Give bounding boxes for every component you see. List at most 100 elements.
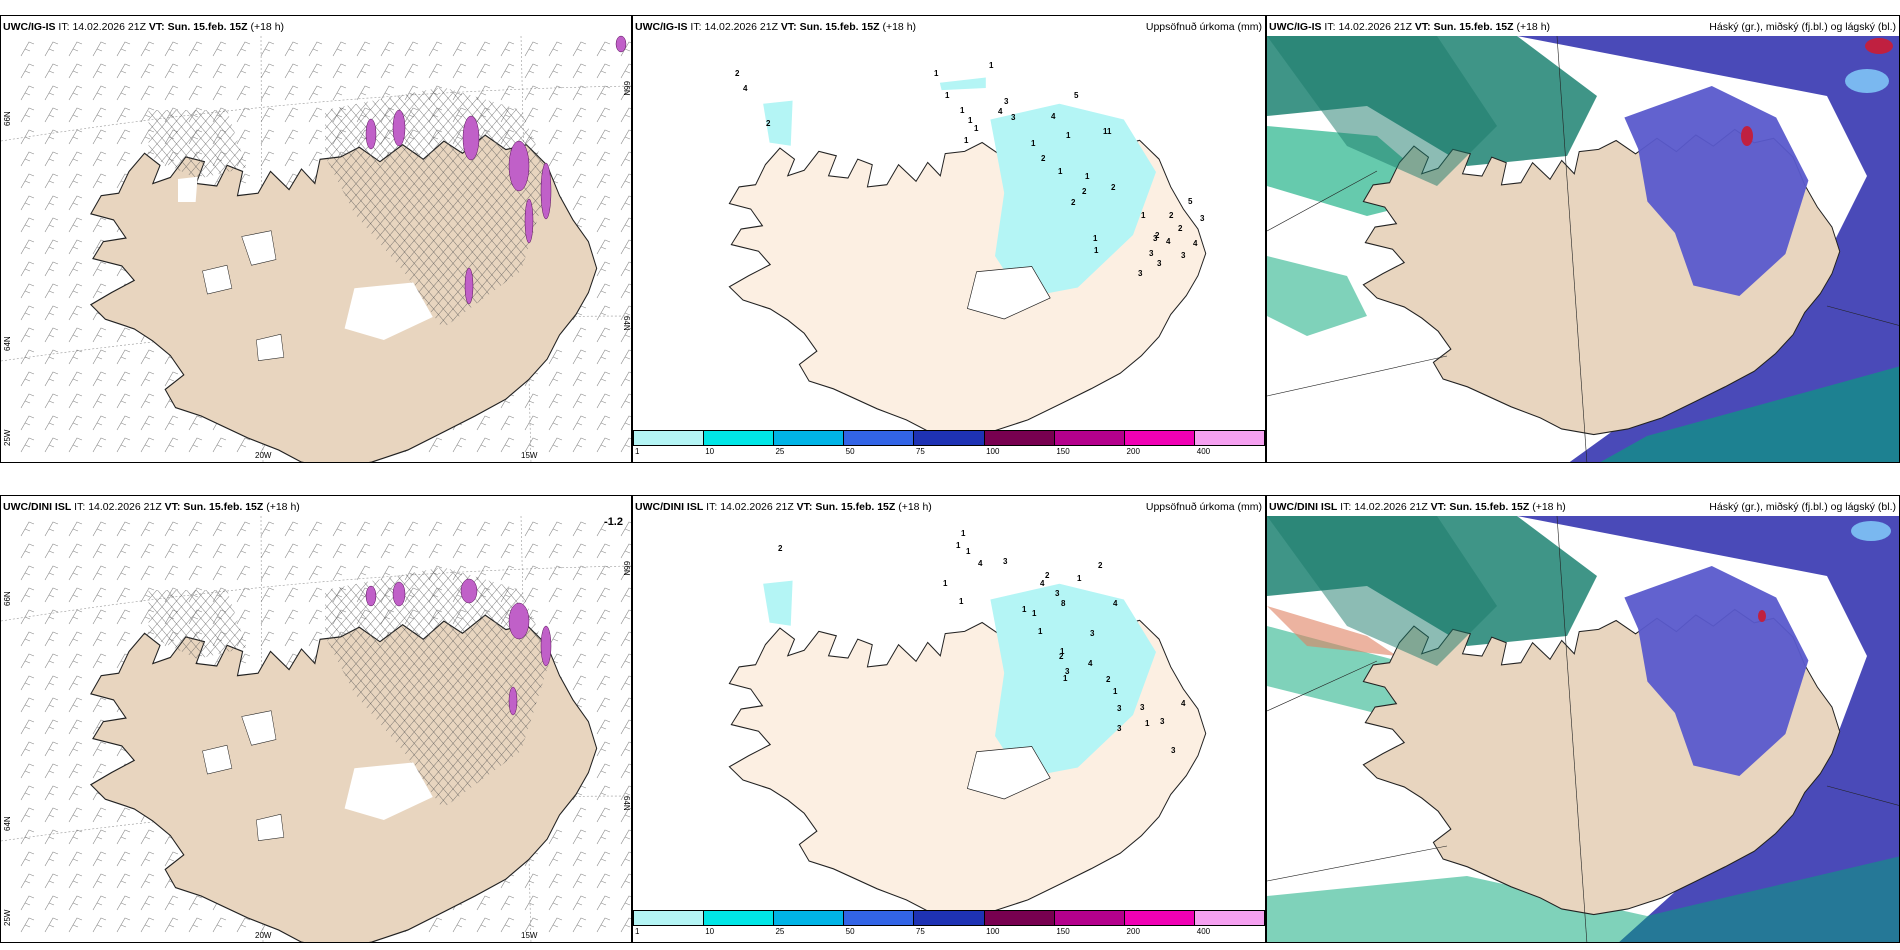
wind-barb [572, 195, 587, 211]
wind-barb [332, 41, 347, 57]
wind-barb [548, 587, 563, 603]
wind-barb [620, 741, 631, 757]
precip-value: 3 [1004, 97, 1009, 106]
wind-barb [572, 895, 587, 911]
wind-barb [116, 521, 131, 537]
legend-tick-label: 100 [986, 927, 1000, 936]
wind-barb [68, 41, 83, 57]
wind-barb [68, 851, 83, 867]
lon-label-15w: 15W [521, 931, 538, 940]
wind-barb [20, 895, 35, 911]
precip-value: 2 [1169, 211, 1174, 220]
wind-barb [260, 631, 275, 647]
wind-barb [596, 217, 611, 233]
wind-barb [620, 543, 631, 559]
wind-barb [44, 609, 59, 625]
wind-barb [308, 129, 323, 145]
wind-barb [380, 521, 395, 537]
wind-barb [620, 239, 631, 255]
wind-barb [20, 609, 35, 625]
it-label: IT: [706, 501, 718, 513]
wind-barb [68, 873, 83, 889]
wind-barb [572, 371, 587, 387]
legend-tick-label: 50 [845, 447, 855, 456]
lat-label-64n-left: 64N [3, 336, 12, 351]
wind-barb [284, 85, 299, 101]
wind-barb [212, 917, 227, 933]
wind-barb [140, 895, 155, 911]
wind-barb [452, 521, 467, 537]
precip-value: 1 [1141, 211, 1146, 220]
wind-barb [500, 521, 515, 537]
cloud-map-svg [1267, 496, 1899, 942]
wind-barb [620, 697, 631, 713]
legend-tick-label: 200 [1126, 927, 1140, 936]
precip-legend: 1 10 25 50 75 100 150 200 400 [633, 910, 1265, 938]
wind-barb [548, 437, 563, 453]
wind-barb [20, 415, 35, 431]
wind-barb [92, 371, 107, 387]
wind-barb [572, 521, 587, 537]
precip-value: 11 [1103, 127, 1112, 136]
wind-barb [428, 917, 443, 933]
legend-tick-label: 75 [915, 447, 925, 456]
wind-barb [44, 41, 59, 57]
wind-barb [236, 437, 251, 453]
wind-barb [596, 873, 611, 889]
wind-barb [20, 873, 35, 889]
wind-barb [236, 85, 251, 101]
wind-barb [572, 873, 587, 889]
wind-barb [92, 151, 107, 167]
wind-barb [44, 785, 59, 801]
wind-barb [548, 851, 563, 867]
lat-label-64n-right: 64N [622, 316, 631, 331]
wind-barb [500, 63, 515, 79]
wind-barb [332, 85, 347, 101]
precip-value: 2 [1071, 198, 1076, 207]
lead-time: (+18 h) [250, 21, 285, 33]
precip-value: 1 [1145, 719, 1150, 728]
precip-value: 8 [1061, 599, 1066, 608]
wind-barb [68, 261, 83, 277]
wind-barb [44, 653, 59, 669]
wind-barb [188, 41, 203, 57]
panel-header: UWC/DINI ISL IT: 14.02.2026 21Z VT: Sun.… [635, 501, 932, 513]
wind-barb [572, 129, 587, 145]
wind-barb [140, 85, 155, 101]
wind-barb [260, 85, 275, 101]
wind-map-svg [1, 496, 631, 942]
wind-barb [44, 543, 59, 559]
precip-value: 4 [998, 107, 1003, 116]
wind-barb [596, 763, 611, 779]
wind-barb [140, 437, 155, 453]
wind-barb [548, 63, 563, 79]
wind-barb [260, 609, 275, 625]
wind-barb [620, 217, 631, 233]
wind-barb [116, 587, 131, 603]
wind-barb [164, 851, 179, 867]
wind-barb [260, 587, 275, 603]
precip-value: 3 [1011, 113, 1016, 122]
wind-barb [44, 63, 59, 79]
wind-barb [548, 631, 563, 647]
wind-barb [308, 609, 323, 625]
wind-barb [596, 895, 611, 911]
wind-barb [596, 327, 611, 343]
wind-barb [308, 631, 323, 647]
wind-barb [44, 741, 59, 757]
legend-swatch [984, 911, 1055, 925]
wind-barb [92, 173, 107, 189]
wind-barb [44, 565, 59, 581]
wind-barb [356, 565, 371, 581]
wind-barb [68, 675, 83, 691]
wind-barb [548, 521, 563, 537]
wind-barb [188, 437, 203, 453]
wind-barb [620, 261, 631, 277]
wind-barb [524, 85, 539, 101]
precip-value: 1 [1113, 687, 1118, 696]
wind-barb [596, 917, 611, 933]
wind-barb [140, 543, 155, 559]
lat-label-64n-left: 64N [3, 816, 12, 831]
wind-barb [404, 63, 419, 79]
precip-value: 1 [959, 597, 964, 606]
